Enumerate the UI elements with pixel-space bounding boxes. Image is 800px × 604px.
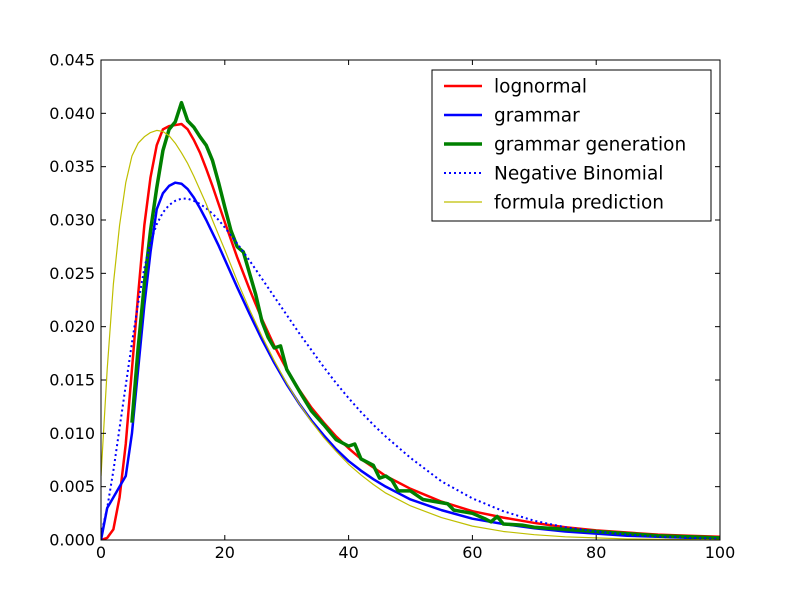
y-tick-label: 0.030: [49, 211, 95, 230]
x-tick-label: 20: [215, 543, 235, 562]
y-tick-label: 0.045: [49, 51, 95, 70]
x-tick-label: 80: [586, 543, 606, 562]
y-tick-label: 0.005: [49, 477, 95, 496]
y-tick-label: 0.010: [49, 424, 95, 443]
legend-label: Negative Binomial: [494, 164, 663, 185]
y-tick-label: 0.025: [49, 264, 95, 283]
legend-label: lognormal: [494, 77, 587, 98]
x-tick-label: 0: [96, 543, 106, 562]
x-tick-label: 100: [705, 543, 736, 562]
axes-frame: [100, 59, 721, 541]
legend-label: grammar: [494, 106, 580, 127]
series-line-formula-prediction: [101, 129, 720, 540]
x-tick-label: 60: [462, 543, 482, 562]
x-tick-label: 40: [338, 543, 358, 562]
y-tick-label: 0.015: [49, 371, 95, 390]
legend-label: grammar generation: [494, 135, 686, 156]
y-tick-label: 0.035: [49, 157, 95, 176]
series-line-lognormal: [101, 122, 720, 540]
y-tick-label: 0.020: [49, 317, 95, 336]
y-tick-label: 0.000: [49, 531, 95, 550]
y-tick-label: 0.040: [49, 104, 95, 123]
series-line-grammar-generation: [130, 100, 720, 540]
legend-label: formula prediction: [494, 193, 664, 214]
